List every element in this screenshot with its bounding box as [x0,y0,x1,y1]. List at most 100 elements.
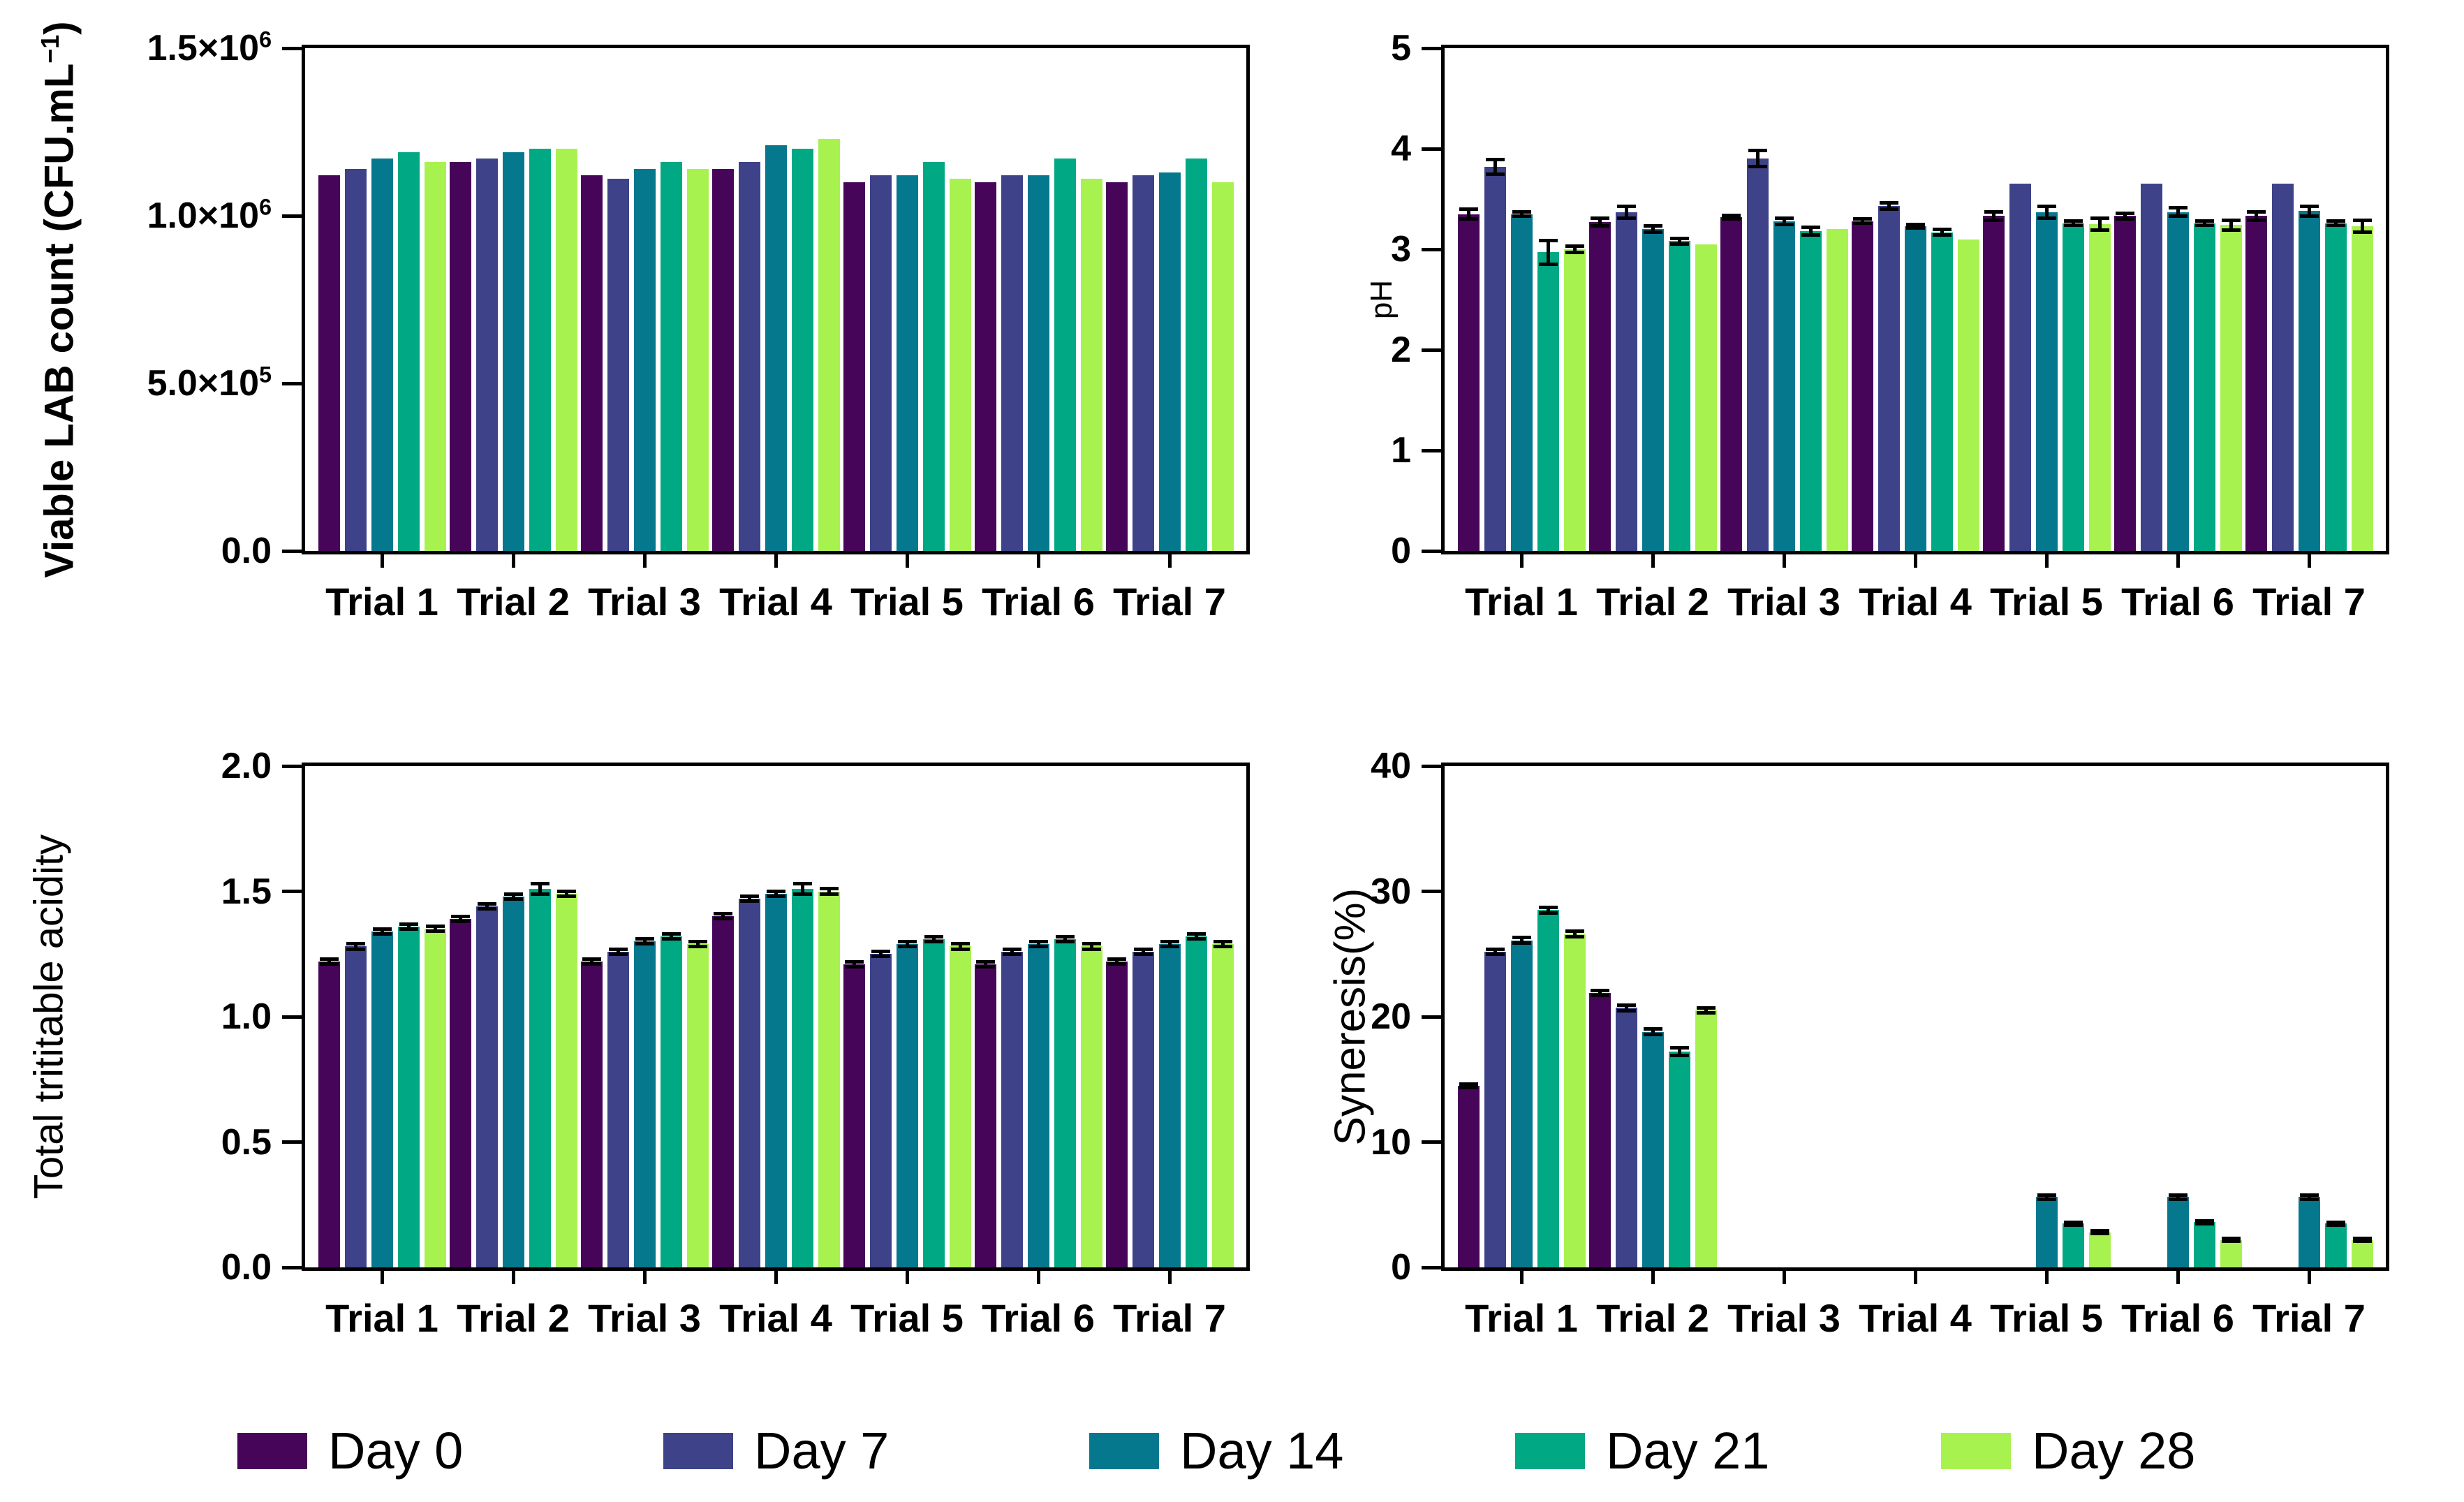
bar-group-trial-5 [1981,48,2112,551]
bar-day-7-trial-1 [1484,158,1506,551]
bar-day-0-trial-1 [318,175,340,551]
bar-day-21-trial-2 [529,882,551,1267]
bar-day-7-trial-1 [1484,947,1506,1267]
bar-day-7-trial-5 [869,950,892,1267]
error-bar-cap-top [1774,216,1794,220]
y-axis-title-viable-lab-count: Viable LAB count (CFU.mL−1) [36,21,83,577]
y-axis-title-total-trititable-acidity: Total trititable acidity [26,834,73,1199]
error-bar-cap-top [1055,934,1075,938]
bar-day-28-trial-4 [1957,239,1979,551]
error-bar-cap-top [1186,932,1206,936]
bar-day-21-trial-4 [1931,227,1953,551]
error-bar-line [695,941,700,947]
legend-label: Day 14 [1180,1422,1344,1480]
error-bar-line [642,938,647,944]
x-tick-cell: Trial 7 [1104,551,1235,624]
error-bar-cap-bottom [792,892,812,896]
y-tick-label: 1.0×106 [147,196,272,234]
bar-day-21-trial-3 [660,932,682,1267]
x-tick-mark [642,551,647,568]
error-bar-cap-top [1459,207,1478,211]
y-tick-label: 0 [1391,533,1411,569]
x-category-label: Trial 1 [325,1296,438,1340]
error-bar-line [589,959,593,964]
x-category-label: Trial 1 [1465,1296,1578,1340]
x-category-label: Trial 2 [457,580,570,624]
x-tick-cell: Trial 2 [448,551,579,624]
y-tick-text: 1.5 [221,871,272,912]
x-tick-cell: Trial 6 [973,1267,1104,1341]
x-tick-cell: Trial 5 [841,551,973,624]
x-category-label: Trial 4 [1859,1296,1972,1340]
bar-day-14-trial-7 [1158,172,1181,551]
error-bar-cap-bottom [1774,222,1794,226]
y-tick-text: 4 [1391,128,1411,169]
error-bar-cap-bottom [1590,993,1609,997]
error-bar-cap-top [1459,1082,1478,1086]
y-axis-title-syneresis: Syneresis(%) [1326,888,1375,1146]
panel-syneresis: Syneresis(%) 0 10 20 30 40 Trial 1 Trial 2 Tria… [1232,684,2464,1340]
bar-day-28-trial-2 [1695,244,1717,551]
bar-group-trial-3 [579,48,710,551]
x-category-label: Trial 1 [325,580,438,624]
error-bar-cap-top [2194,1218,2214,1223]
x-tick-mark [1782,1267,1786,1284]
x-category-label: Trial 7 [2252,1296,2366,1340]
error-bar-cap-top [2326,219,2345,223]
error-bar-cap-bottom [1028,944,1048,948]
error-bar-cap-bottom [975,964,995,969]
x-category-label: Trial 2 [457,1296,570,1340]
plot-area-total-trititable-acidity: 0.0 0.5 1.0 1.5 2.0 Trial 1 Trial 2 Trial 3 Tria… [221,748,1250,1340]
bar-group-trial-6 [973,48,1104,551]
bar-day-21-trial-6 [2193,219,2215,551]
error-bar-cap-bottom [1616,1008,1636,1013]
x-tick-mark [1651,551,1655,568]
error-bar-cap-top [713,912,732,916]
bar-day-7-trial-1 [344,168,367,551]
error-bar-cap-top [2168,1193,2188,1198]
y-tick-label: 0 [1391,1249,1411,1286]
error-bar-cap-top [688,939,707,943]
bar-group-trial-4 [710,766,841,1267]
error-bar-line [2176,1195,2180,1200]
y-tick-mark [1422,448,1441,452]
error-bar-cap-top [530,882,549,886]
error-bar-line [1755,150,1760,167]
bar-group-trial-5 [841,48,973,551]
error-bar-line [327,959,331,964]
bar-day-28-trial-4 [818,887,840,1267]
bar-day-21-trial-4 [791,149,813,551]
error-bar-cap-top [608,947,628,951]
bar-day-21-trial-5 [2062,219,2084,551]
x-axis-ticks: Trial 1 Trial 2 Trial 3 Trial 4 Trial 5 Trial… [305,551,1246,624]
error-bar-cap-bottom [1852,221,1872,226]
error-bar-cap-bottom [819,892,839,896]
error-bar-cap-top [2352,1237,2372,1241]
error-bar-cap-bottom [1643,230,1662,235]
x-tick-mark [2307,1267,2311,1284]
x-category-label: Trial 4 [719,1296,832,1340]
error-bar-cap-bottom [766,894,785,899]
x-tick-mark [380,1267,384,1284]
y-tick-text: 3 [1391,229,1411,270]
bar-day-28-trial-1 [424,162,446,551]
error-bar-cap-bottom [425,929,445,934]
error-bar-cap-top [1002,947,1021,951]
error-bar-line [1782,218,1786,224]
y-tick-mark [1422,890,1441,893]
x-axis-ticks: Trial 1 Trial 2 Trial 3 Trial 4 Trial 5 Trial… [305,1267,1246,1341]
error-bar-line [1220,941,1225,947]
error-bar-line [1677,1047,1681,1056]
error-bar-cap-bottom [1512,941,1531,945]
error-bar-line [433,926,437,932]
error-bar-cap-bottom [1643,1032,1662,1036]
error-bar-line [1036,941,1040,947]
bar-day-14-trial-5 [2035,1193,2058,1267]
bar-day-7-trial-3 [1746,149,1769,551]
error-bar-cap-bottom [1538,263,1558,267]
error-bar-cap-top [2037,204,2056,208]
bar-group-trial-6 [2112,766,2243,1267]
error-bar-line [1466,1084,1470,1088]
error-bar-cap-top [425,925,445,929]
bar-day-7-trial-4 [1877,201,1900,551]
